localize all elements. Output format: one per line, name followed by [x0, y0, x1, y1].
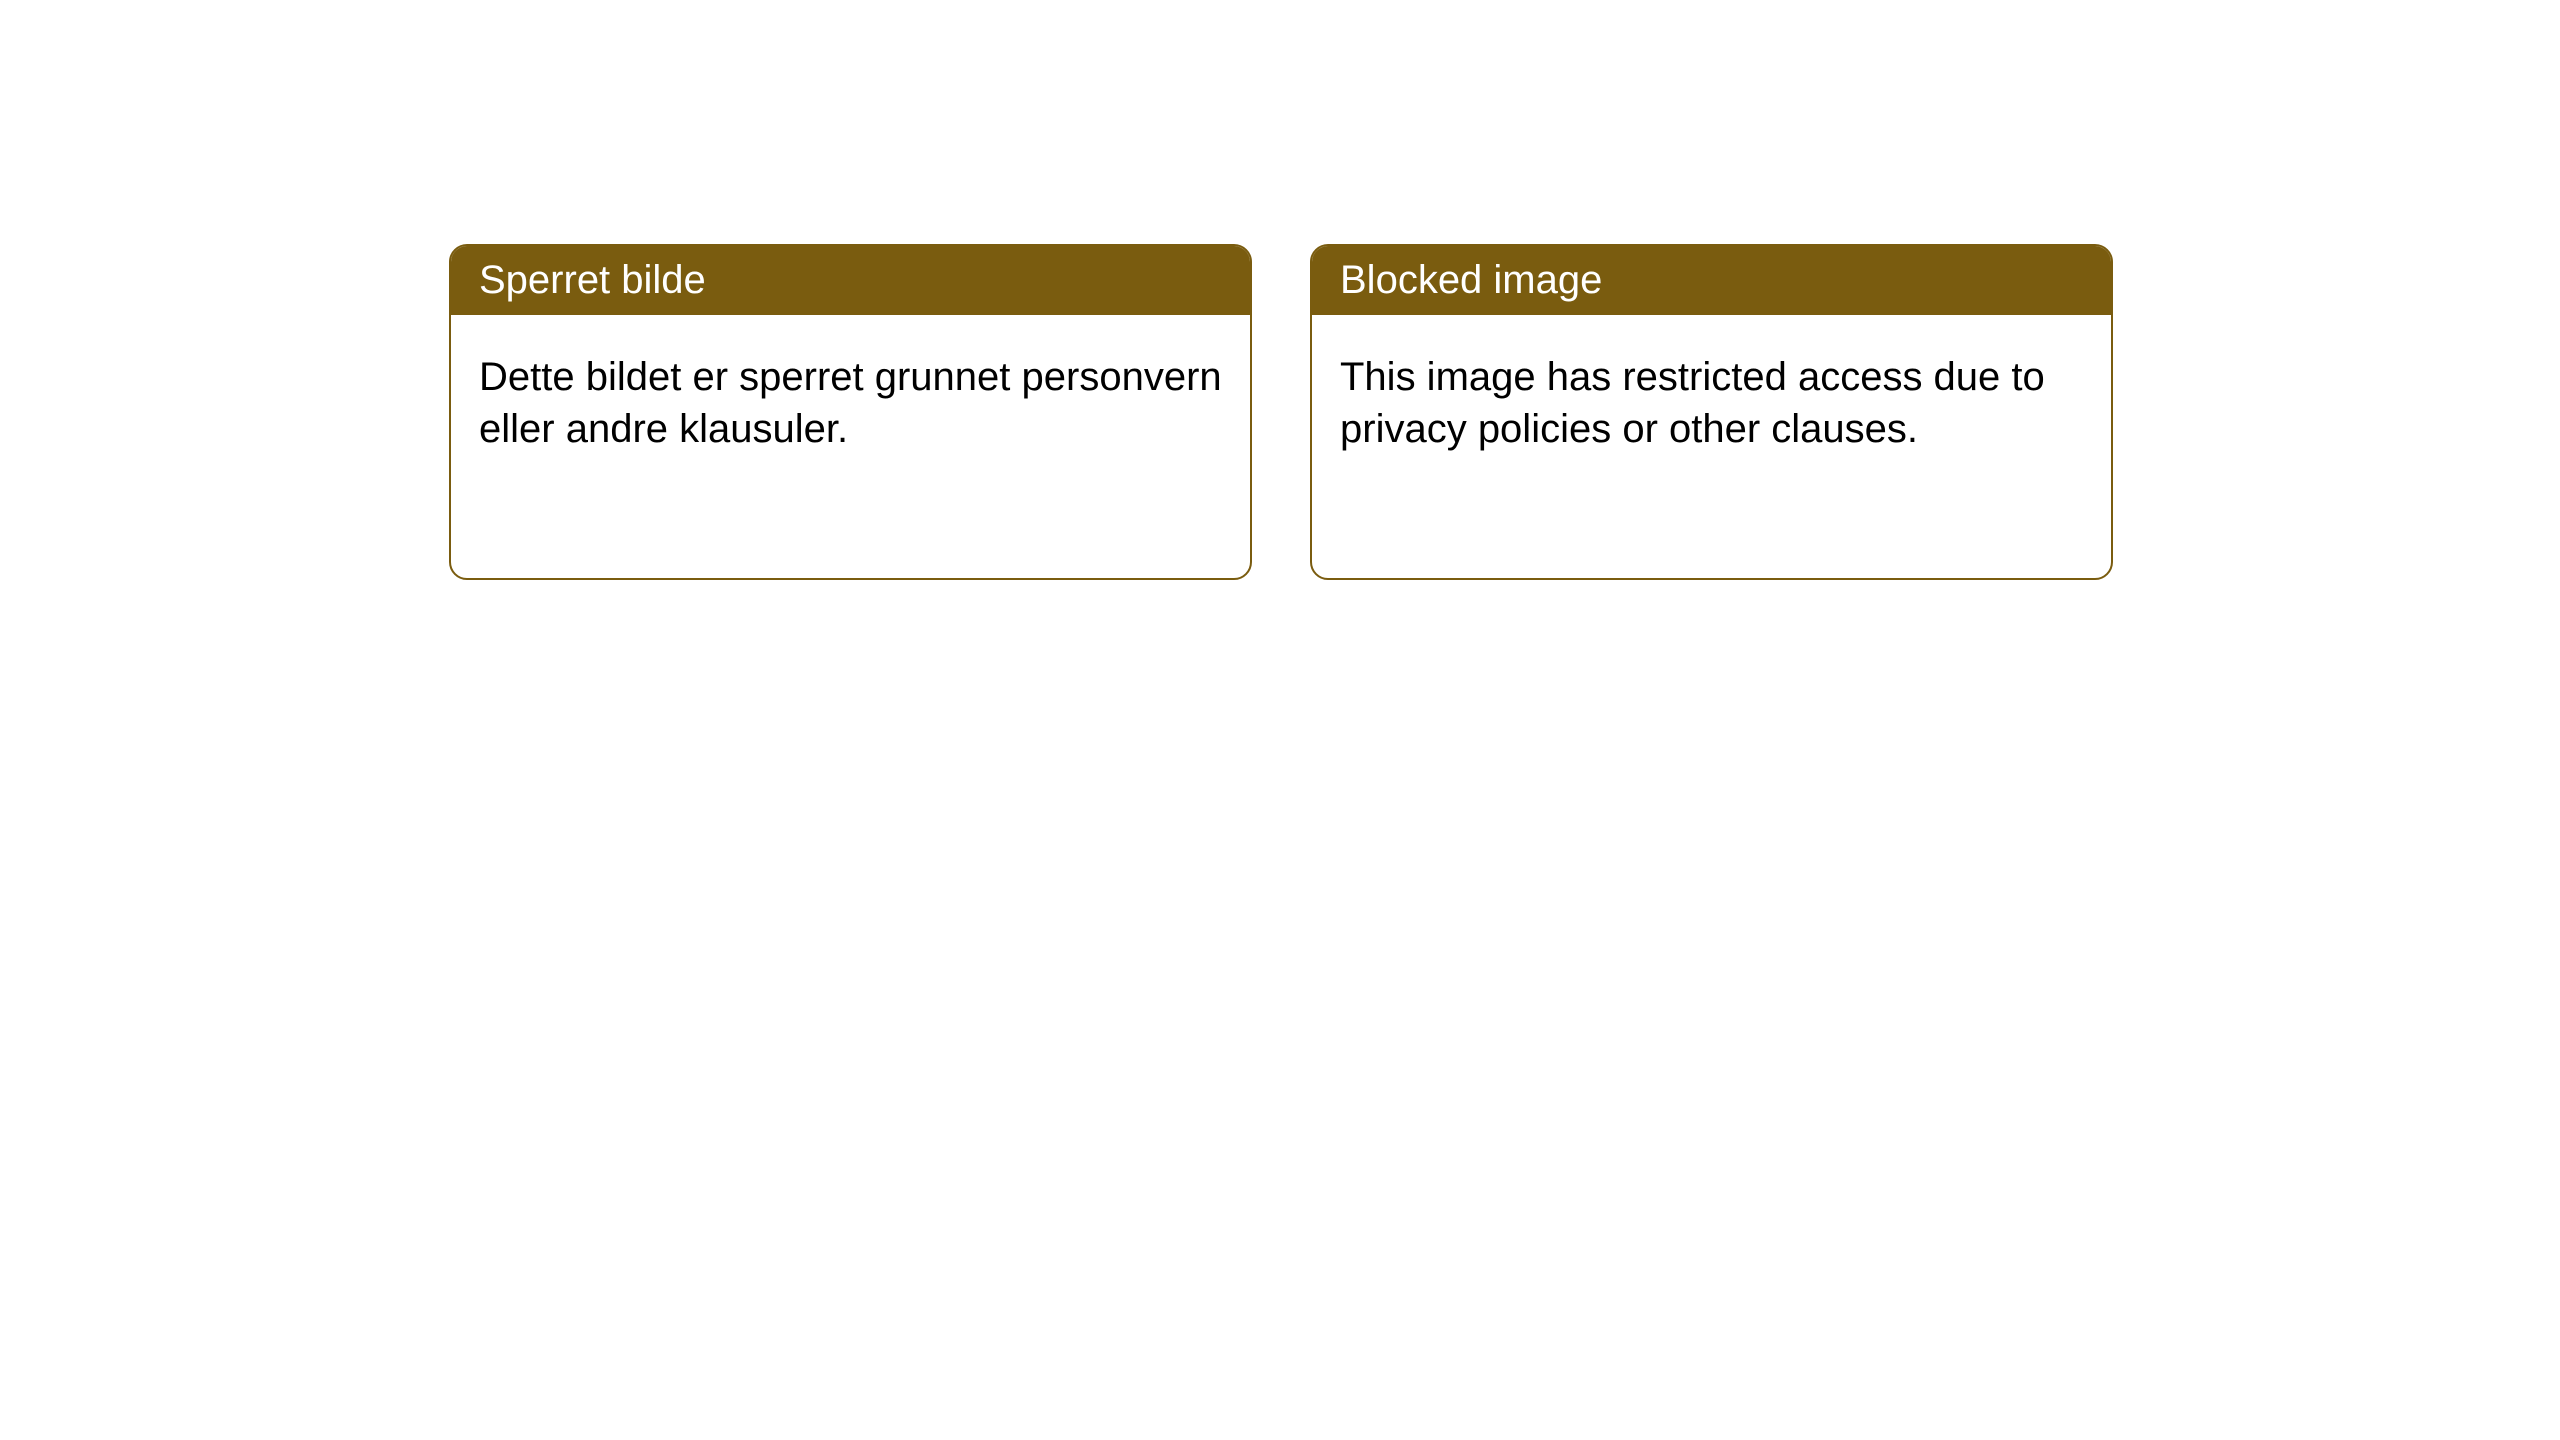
notice-body-norwegian: Dette bildet er sperret grunnet personve… — [451, 315, 1250, 491]
notice-card-english: Blocked image This image has restricted … — [1310, 244, 2113, 580]
notice-title-norwegian: Sperret bilde — [451, 246, 1250, 315]
notice-container: Sperret bilde Dette bildet er sperret gr… — [0, 0, 2560, 580]
notice-title-english: Blocked image — [1312, 246, 2111, 315]
notice-card-norwegian: Sperret bilde Dette bildet er sperret gr… — [449, 244, 1252, 580]
notice-body-english: This image has restricted access due to … — [1312, 315, 2111, 491]
